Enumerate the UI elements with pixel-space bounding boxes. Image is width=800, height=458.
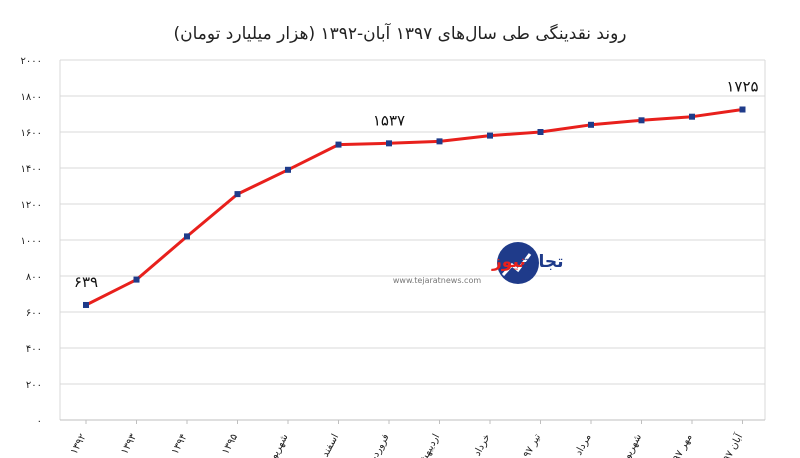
data-point: [487, 132, 493, 139]
x-tick-label: ۱۳۹۵: [220, 432, 240, 456]
data-point: [234, 191, 241, 198]
x-tick-label: تیر ۹۷: [522, 432, 544, 458]
data-point: [285, 166, 291, 173]
data-point: [133, 276, 140, 283]
x-tick-label: خرداد: [472, 432, 493, 458]
data-point: [436, 138, 443, 145]
series-line-0: [85, 108, 743, 307]
x-tick-label: ۱۳۹۴: [170, 432, 190, 456]
y-tick-label: ۴۰۰: [26, 344, 42, 355]
x-tick-label: فروردین: [366, 432, 392, 458]
y-tick-label: ۸۰۰: [26, 272, 42, 283]
x-tick-label: شهریور: [619, 432, 644, 458]
data-point: [537, 129, 544, 135]
data-point: [335, 141, 342, 148]
series-markers: [83, 106, 746, 308]
data-point: [184, 233, 190, 240]
y-tick-label: ۱۸۰۰: [21, 92, 42, 103]
data-labels: ۶۳۹ ۱۵۳۷ ۱۷۲۵: [74, 78, 759, 291]
y-tick-label: ۱۲۰۰: [21, 200, 42, 211]
x-tick-label: مرداد: [573, 432, 593, 457]
x-tick-label: اسفند: [320, 432, 341, 458]
watermark-url: www.tejaratnews.com: [393, 276, 481, 285]
watermark-brand: تجارتنیوز: [491, 252, 564, 272]
series-line: [85, 108, 743, 307]
y-tick-label: ۶۰۰: [26, 308, 42, 319]
y-tick-label: ۱۶۰۰: [21, 128, 42, 139]
data-point: [386, 140, 392, 147]
y-tick-label: ۲۰۰: [26, 380, 42, 391]
chart-arrow-icon: [501, 253, 532, 277]
y-tick-label: ۱۰۰۰: [21, 236, 42, 247]
x-tick-label: آبان ۹۷: [720, 430, 746, 458]
chart-circle-icon: [497, 242, 539, 284]
data-point: [588, 121, 594, 128]
data-point: [638, 117, 645, 124]
watermark-logo: تجارتنیوز www.tejaratnews.com: [393, 242, 564, 285]
data-point: [83, 301, 89, 308]
data-label: ۱۵۳۷: [373, 111, 405, 129]
chart-title: روند نقدینگی طی سال‌های ۱۳۹۷ آبان-۱۳۹۲ (…: [173, 22, 626, 44]
y-tick-label: ۲۰۰۰: [21, 56, 42, 67]
data-point: [689, 113, 695, 120]
grid: [59, 59, 766, 420]
data-point: [739, 106, 746, 113]
x-tick-label: ۱۳۹۲: [69, 432, 89, 456]
x-tick-label: ۱۳۹۳: [119, 432, 139, 457]
y-tick-label: ۰: [37, 416, 42, 427]
y-tick-label: ۱۴۰۰: [21, 164, 42, 175]
x-tick-label: اردیبهشت: [413, 432, 442, 458]
x-tick-label: شهریور: [266, 432, 291, 458]
x-tick-label: مهر ۹۷: [671, 432, 695, 458]
data-label: ۶۳۹: [74, 273, 98, 291]
data-label: ۱۷۲۵: [726, 78, 758, 96]
